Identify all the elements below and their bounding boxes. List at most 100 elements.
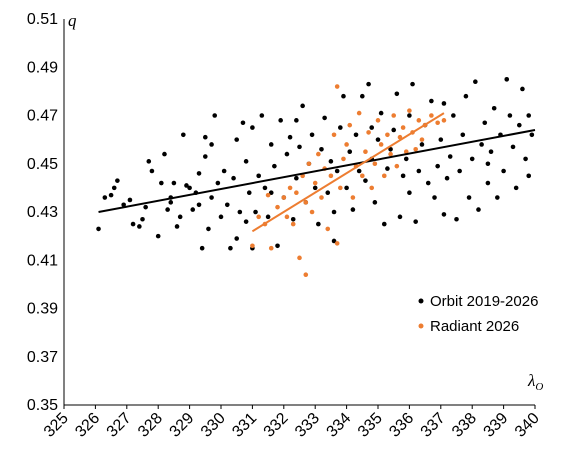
data-point: [209, 142, 214, 147]
data-point: [451, 113, 456, 118]
data-point: [447, 154, 453, 159]
legend-item-radiant[interactable]: Radiant 2026: [418, 318, 520, 335]
data-point: [520, 86, 525, 92]
data-point: [375, 118, 381, 123]
data-point: [278, 118, 283, 123]
data-point: [240, 120, 246, 126]
data-point: [316, 151, 321, 157]
data-point: [526, 113, 532, 118]
data-point: [394, 91, 400, 97]
data-point: [294, 175, 299, 181]
series-orbit: [96, 77, 535, 251]
data-point: [356, 110, 362, 116]
data-point: [187, 185, 192, 191]
data-point: [526, 173, 532, 179]
data-point: [391, 127, 397, 133]
data-point: [441, 118, 447, 123]
data-point: [331, 238, 337, 244]
data-point: [381, 173, 387, 179]
data-point: [309, 209, 315, 215]
data-point: [369, 185, 375, 191]
data-point: [281, 195, 287, 200]
data-point: [168, 200, 174, 205]
data-point: [149, 168, 155, 174]
data-point: [350, 195, 356, 200]
data-point: [444, 175, 450, 181]
data-point: [121, 202, 126, 208]
y-tick-labels: 0.35 0.37 0.39 0.41 0.43 0.45 0.47 0.49 0.51: [27, 11, 58, 414]
data-point: [381, 221, 387, 227]
data-point: [457, 168, 462, 174]
data-point: [517, 122, 522, 128]
data-point: [378, 142, 384, 147]
data-point: [385, 132, 390, 138]
data-point: [469, 156, 475, 162]
data-point: [143, 204, 148, 210]
data-point: [429, 113, 434, 118]
data-point: [353, 132, 359, 138]
legend[interactable]: Orbit 2019-2026 Radiant 2026: [418, 293, 539, 335]
y-tick-label: 0.47: [27, 108, 58, 125]
data-point: [413, 219, 418, 224]
data-point: [375, 137, 381, 142]
data-point: [262, 185, 268, 191]
data-point: [334, 84, 340, 89]
data-point: [268, 245, 274, 251]
data-point: [360, 173, 365, 179]
data-point: [174, 224, 180, 229]
data-point: [256, 173, 261, 179]
data-point: [294, 190, 299, 195]
data-point: [513, 185, 519, 191]
data-point: [360, 93, 365, 99]
data-point: [268, 142, 274, 147]
data-point: [303, 200, 309, 205]
data-point: [344, 142, 349, 147]
data-point: [485, 161, 491, 167]
data-point: [215, 180, 221, 186]
data-point: [287, 134, 293, 140]
y-tick-label: 0.35: [27, 397, 58, 414]
data-point: [287, 185, 293, 191]
data-point: [378, 110, 384, 116]
data-point: [322, 115, 327, 121]
data-point: [312, 185, 318, 191]
data-point: [416, 118, 422, 123]
data-point: [372, 200, 378, 205]
data-point: [385, 166, 390, 171]
x-axis-label: λO: [527, 371, 543, 393]
y-tick-label: 0.41: [27, 252, 58, 269]
data-point: [206, 226, 211, 232]
data-point: [369, 125, 375, 130]
data-point: [243, 219, 249, 224]
data-point: [275, 243, 280, 249]
data-point: [460, 132, 466, 138]
data-point: [328, 173, 334, 179]
data-point: [325, 226, 331, 232]
data-point: [108, 192, 114, 198]
data-point: [294, 118, 299, 123]
data-point: [372, 161, 378, 167]
data-point: [250, 125, 255, 130]
x-axis-label-subscript: O: [535, 381, 543, 393]
data-point: [410, 81, 415, 87]
series-radiant: [250, 84, 447, 278]
data-point: [338, 185, 343, 191]
data-point: [334, 241, 340, 246]
data-point: [341, 93, 346, 99]
data-point: [463, 93, 469, 99]
data-point: [441, 212, 447, 217]
data-point: [212, 113, 218, 118]
trendline-radiant: [251, 112, 445, 233]
data-point: [265, 214, 271, 220]
data-point: [265, 192, 271, 198]
data-point: [190, 207, 196, 212]
trendline-orbit: [98, 128, 536, 213]
data-point: [300, 103, 305, 109]
legend-item-orbit[interactable]: Orbit 2019-2026: [418, 293, 539, 310]
data-point: [338, 125, 343, 130]
data-point: [243, 159, 249, 164]
data-point: [523, 156, 528, 162]
data-point: [438, 137, 444, 142]
data-point: [334, 168, 340, 174]
data-point: [495, 195, 500, 200]
